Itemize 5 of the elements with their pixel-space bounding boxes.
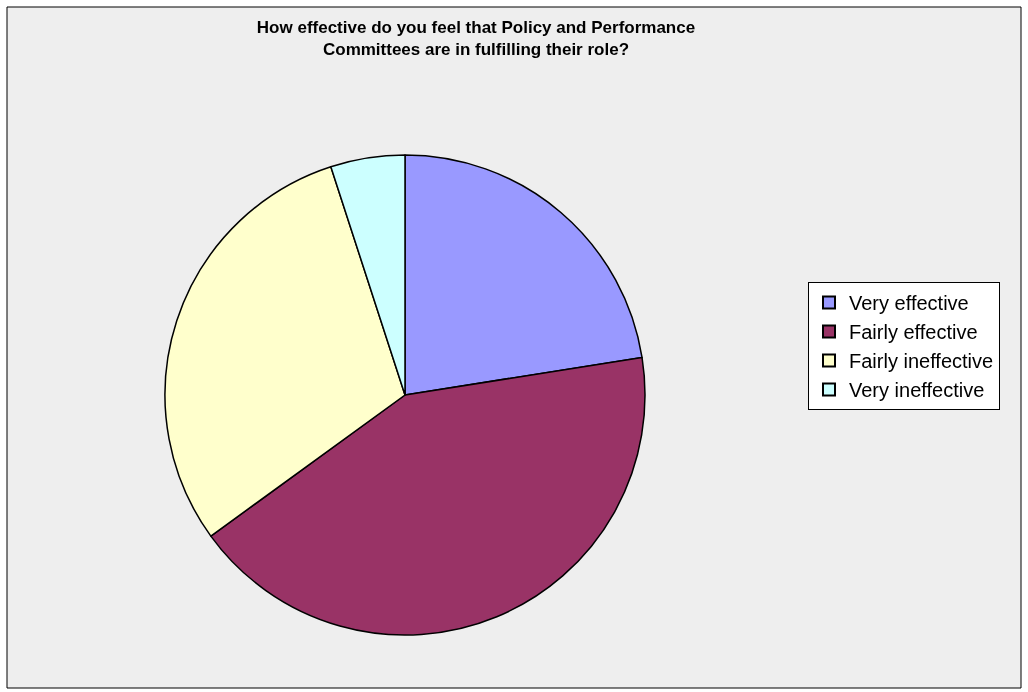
legend-label: Fairly ineffective — [849, 350, 994, 373]
legend-label: Very effective — [849, 292, 969, 315]
legend-label: Very ineffective — [849, 379, 985, 402]
chart-title: How effective do you feel that Policy and Performance Committees are in fulfilling their role? — [256, 18, 696, 60]
legend-label: Fairly effective — [849, 321, 978, 344]
